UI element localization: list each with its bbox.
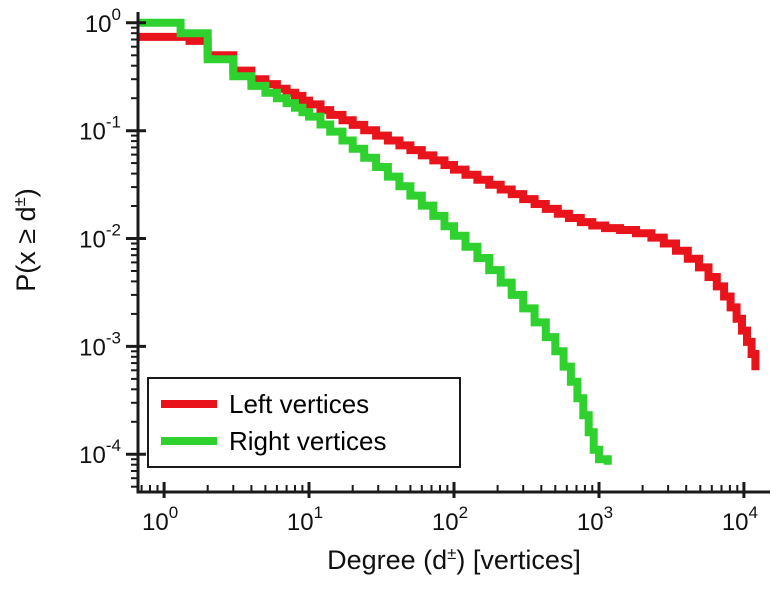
x-axis-label: Degree (d±) [vertices] bbox=[327, 544, 581, 576]
tick-label: 102 bbox=[432, 503, 468, 536]
legend-label-left-vertices: Left vertices bbox=[229, 388, 370, 419]
y-axis-label-sup: ± bbox=[10, 197, 29, 207]
y-axis-label: P(x ≥ d±) bbox=[10, 188, 42, 292]
legend-item-right-vertices: Right vertices bbox=[161, 428, 459, 454]
tick-label: 10-2 bbox=[79, 221, 121, 254]
x-axis-label-close: ) [vertices] bbox=[456, 545, 581, 575]
series-right-vertices bbox=[138, 18, 612, 465]
legend-swatch-right-vertices bbox=[161, 437, 217, 446]
tick-label: 100 bbox=[142, 503, 178, 536]
x-axis-label-text: Degree (d bbox=[327, 545, 448, 575]
tick-label: 10-4 bbox=[79, 436, 121, 469]
legend-label-right-vertices: Right vertices bbox=[229, 426, 387, 457]
tick-label: 103 bbox=[577, 503, 613, 536]
legend-swatch-left-vertices bbox=[161, 399, 217, 408]
axes bbox=[136, 12, 770, 494]
tick-label: 10-3 bbox=[79, 328, 121, 361]
y-axis-label-text: P(x ≥ d bbox=[11, 206, 41, 292]
tick-label: 101 bbox=[287, 503, 323, 536]
series-left-vertices bbox=[138, 32, 760, 371]
x-axis-label-sup: ± bbox=[447, 544, 457, 563]
tick-label: 104 bbox=[722, 503, 758, 536]
tick-label: 100 bbox=[85, 5, 121, 38]
tick-label: 10-1 bbox=[79, 113, 121, 146]
y-axis-label-close: ) bbox=[11, 188, 41, 198]
legend: Left vertices Right vertices bbox=[147, 377, 461, 468]
legend-item-left-vertices: Left vertices bbox=[161, 391, 459, 417]
